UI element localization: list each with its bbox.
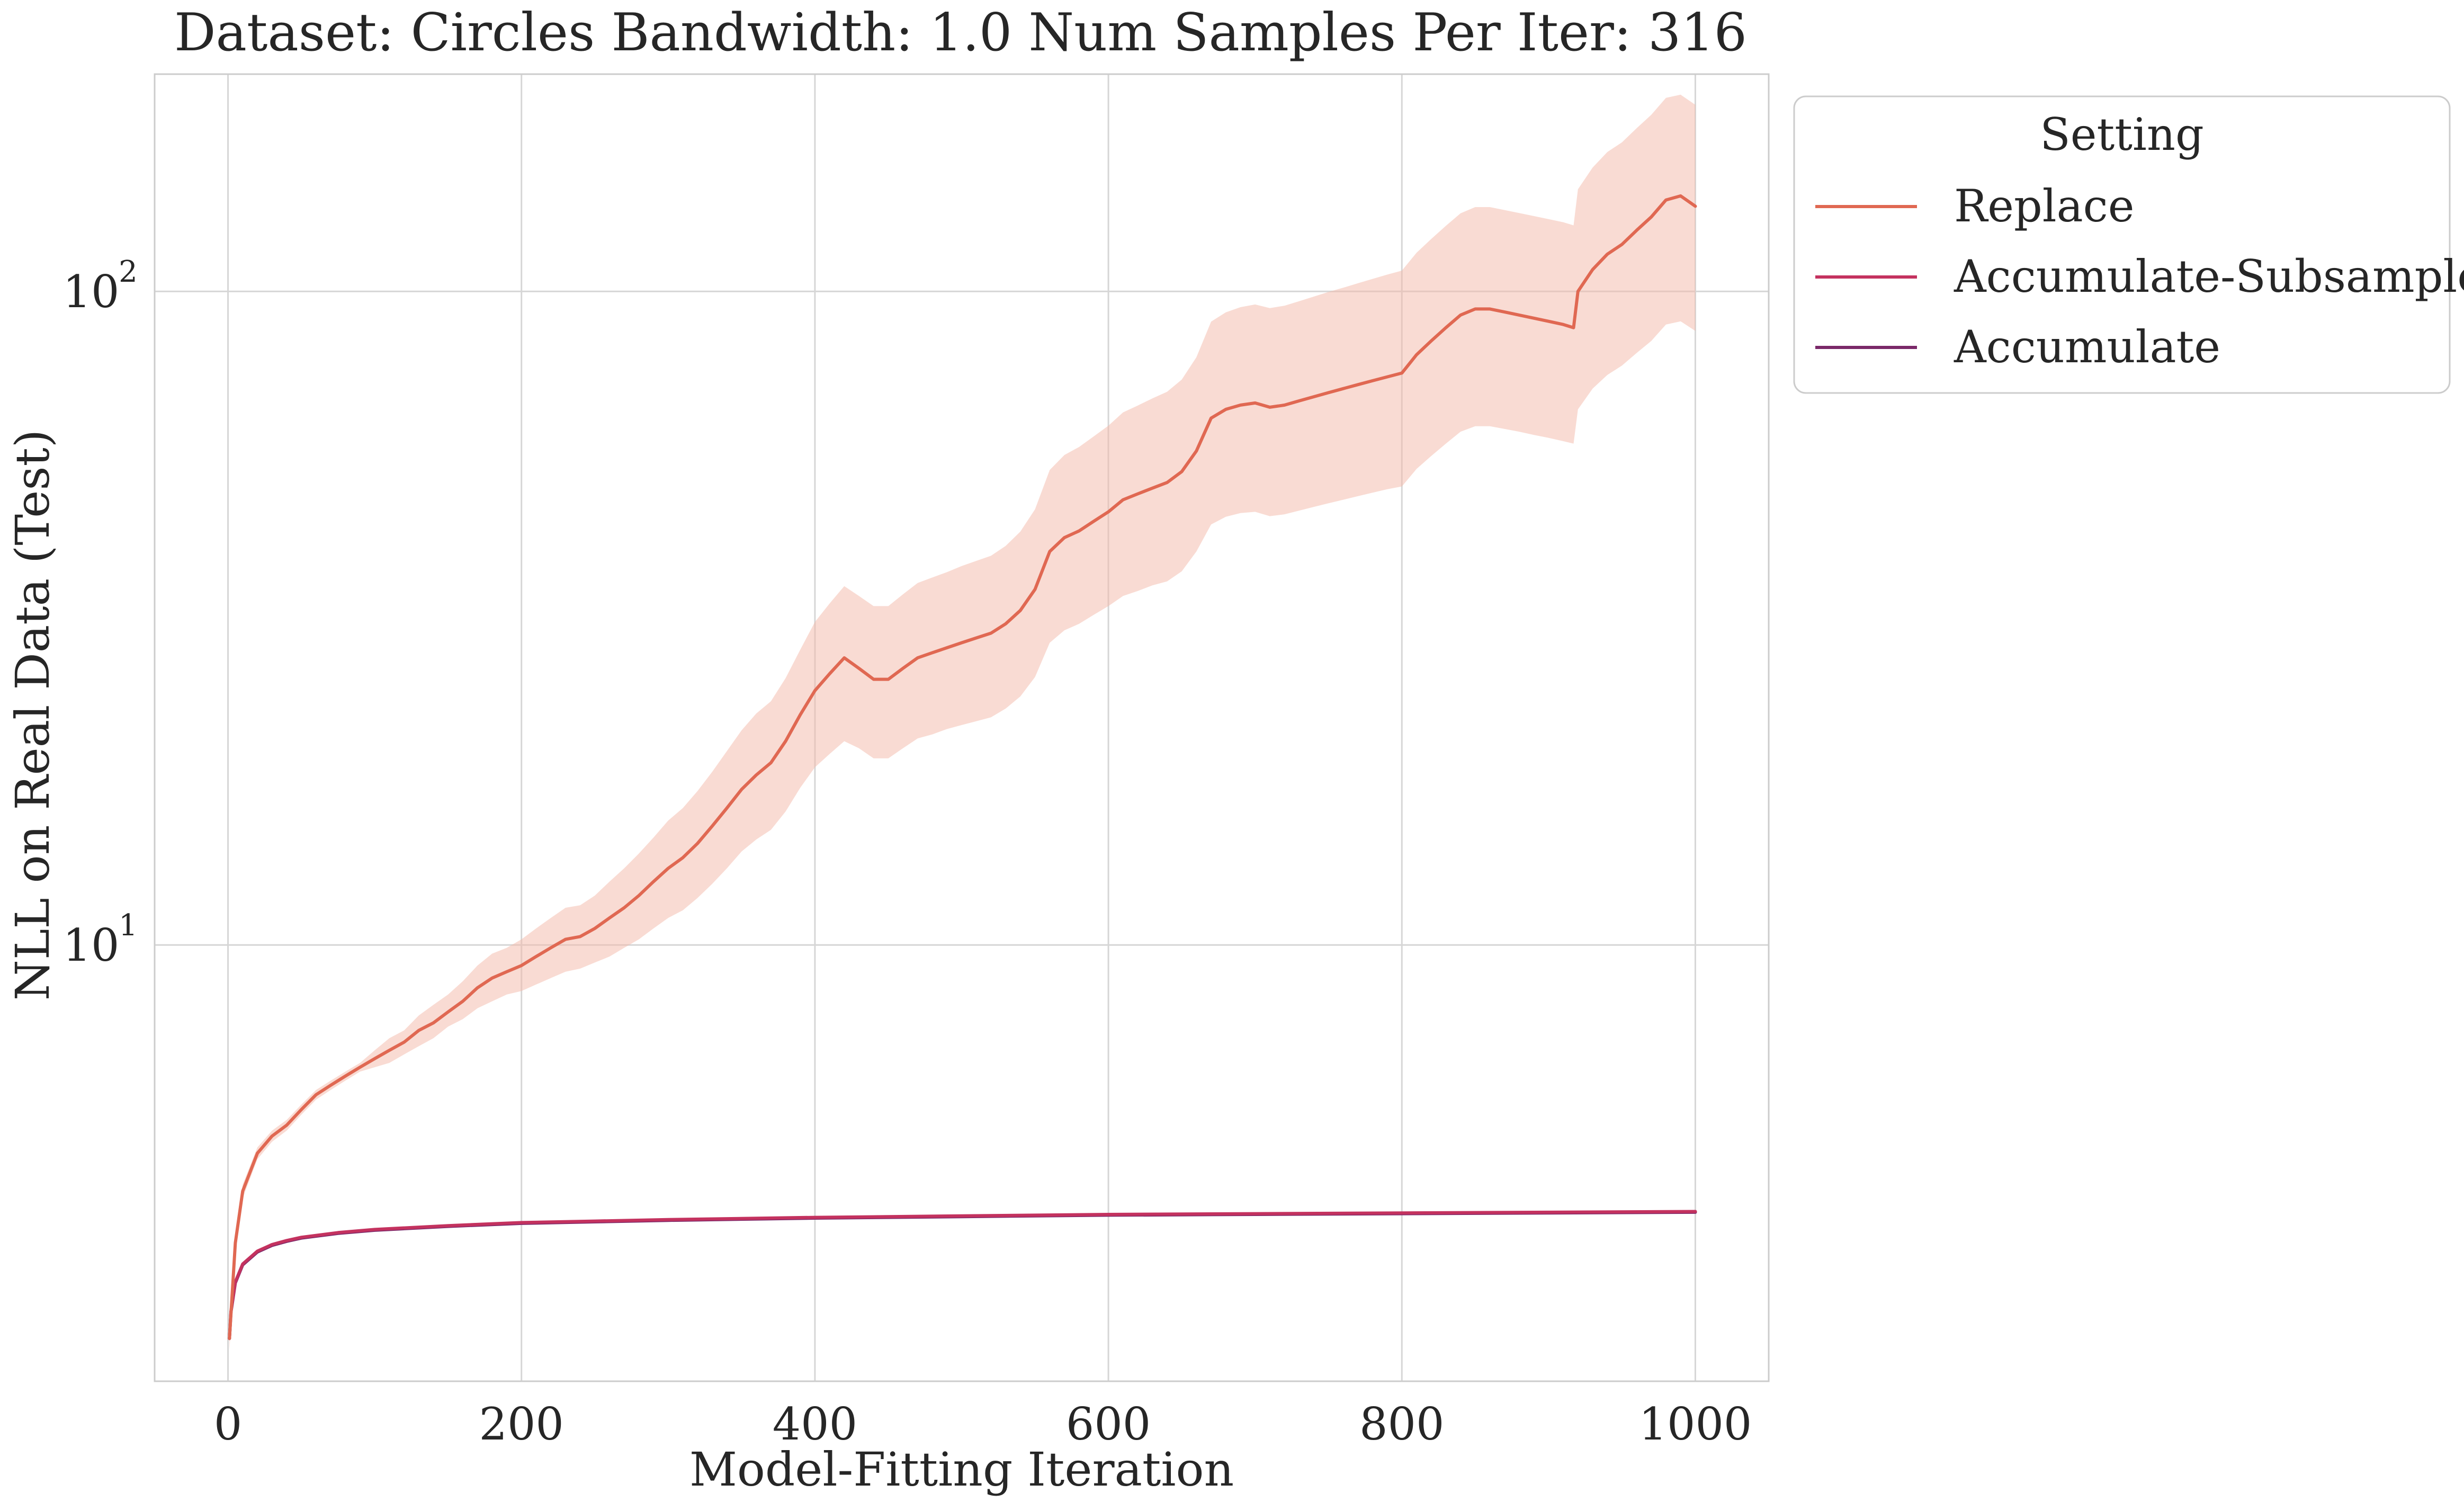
series-line-accumulate — [228, 1210, 1697, 1340]
legend: Setting Replace Accumulate-Subsample Accum… — [1793, 95, 2464, 394]
x-tick-label: 0 — [214, 1398, 242, 1450]
series-lines — [228, 194, 1697, 1340]
legend-entries: Replace Accumulate-Subsample Accumulate — [1815, 180, 2464, 373]
plot-frame — [154, 73, 1770, 1382]
series-line-accumulate-subsample — [228, 1210, 1697, 1340]
legend-title: Setting — [2040, 109, 2204, 160]
y-tick-base: 10 — [63, 919, 120, 971]
legend-entry: Accumulate-Subsample — [1815, 251, 2464, 302]
chart-title: Dataset: Circles Bandwidth: 1.0 Num Samp… — [174, 3, 1747, 63]
x-axis-ticks: 0 200 400 600 800 1000 — [214, 1398, 1752, 1450]
x-tick-label: 400 — [773, 1398, 857, 1450]
x-tick-label: 1000 — [1639, 1398, 1752, 1450]
confidence-band-replace — [229, 94, 1696, 1350]
confidence-bands — [229, 94, 1696, 1350]
x-tick-label: 200 — [479, 1398, 564, 1450]
series-line-replace — [228, 194, 1697, 1340]
legend-label: Replace — [1954, 180, 2134, 232]
y-tick-exponent: 2 — [119, 255, 138, 289]
legend-entry: Replace — [1815, 180, 2134, 232]
y-tick-label: 101 — [63, 908, 138, 971]
legend-label: Accumulate — [1954, 321, 2220, 373]
y-tick-exponent: 1 — [119, 908, 138, 943]
y-axis-label: NLL on Real Data (Test) — [5, 430, 60, 1000]
legend-entry: Accumulate — [1815, 321, 2220, 373]
y-tick-base: 10 — [63, 266, 120, 318]
legend-label: Accumulate-Subsample — [1954, 251, 2464, 302]
x-axis-label: Model-Fitting Iteration — [689, 1442, 1234, 1497]
x-tick-label: 800 — [1359, 1398, 1444, 1450]
legend-box — [1793, 95, 2451, 394]
x-tick-label: 600 — [1066, 1398, 1151, 1450]
y-tick-label: 102 — [63, 255, 138, 318]
